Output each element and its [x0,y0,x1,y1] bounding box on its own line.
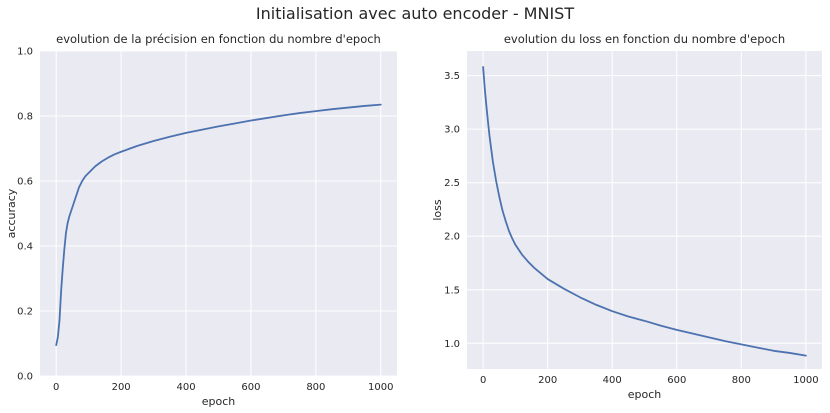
accuracy-y-axis-label: accuracy [5,188,18,238]
loss-x-tick-label: 800 [732,375,751,386]
loss-x-tick-label: 200 [538,375,557,386]
accuracy-y-tick-label: 1.0 [17,47,33,58]
loss-y-tick-label: 2.0 [444,232,460,243]
loss-y-tick-label: 3.0 [444,125,460,136]
accuracy-y-tick-label: 0.4 [17,242,33,253]
loss-x-tick-label: 400 [603,375,622,386]
accuracy-x-tick-label: 0 [53,382,59,393]
accuracy-y-tick-label: 0.0 [17,372,33,383]
loss-x-tick-label: 0 [480,375,486,386]
accuracy-y-tick-label: 0.2 [17,307,33,318]
loss-y-tick-label: 2.5 [444,178,460,189]
accuracy-x-tick-label: 200 [112,382,131,393]
accuracy-series-line [55,103,382,347]
loss-chart: 0 200 400 600 800 1000 1.0 1.5 2.0 2.5 3.0 3.5 evolu… [431,32,822,401]
figure-title: Initialisation avec auto encoder - MNIST [255,4,575,23]
accuracy-x-tick-label: 400 [176,382,195,393]
loss-x-axis-label: epoch [628,388,662,401]
accuracy-x-tick-label: 600 [241,382,260,393]
loss-y-tick-label: 1.0 [444,339,460,350]
loss-x-tick-label: 600 [667,375,686,386]
loss-y-axis-label: loss [431,199,444,221]
accuracy-x-tick-label: 800 [306,382,325,393]
loss-x-tick-label: 1000 [793,375,818,386]
accuracy-chart-title: evolution de la précision en fonction du… [56,32,381,46]
loss-series-line [482,66,807,357]
loss-plot-area [467,51,822,369]
accuracy-chart: 0 200 400 600 800 1000 0.0 0.2 0.4 0.6 0.8 1.0 evolu… [5,32,397,408]
accuracy-y-tick-label: 0.6 [17,177,33,188]
loss-chart-title: evolution du loss en fonction du nombre … [504,32,785,46]
accuracy-y-tick-label: 0.8 [17,112,33,123]
loss-y-tick-label: 3.5 [444,71,460,82]
accuracy-plot-area [40,51,397,376]
loss-y-tick-label: 1.5 [444,285,460,296]
accuracy-x-tick-label: 1000 [368,382,393,393]
accuracy-x-axis-label: epoch [202,395,236,408]
